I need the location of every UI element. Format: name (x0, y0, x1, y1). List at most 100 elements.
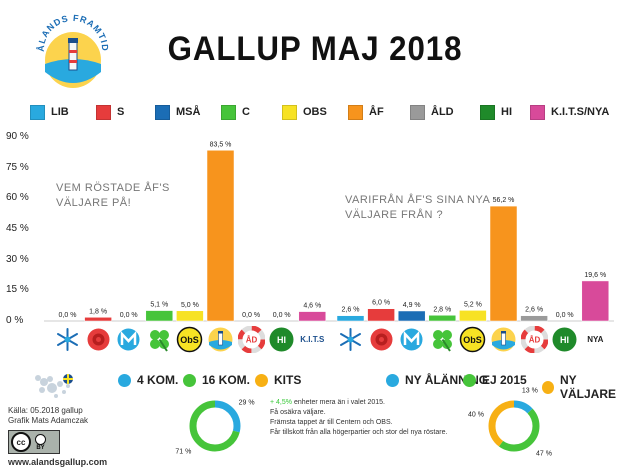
legend-label: S (117, 106, 125, 118)
website-link[interactable]: www.alandsgallup.com (8, 457, 108, 467)
brand-logo: ÅLANDS FRAMTID (34, 13, 112, 94)
legend-swatch (410, 104, 425, 120)
bar-2-NYA (581, 280, 610, 322)
bar-1-C (145, 310, 174, 322)
legend-swatch (221, 104, 236, 120)
y-tick-label: 90 % (6, 131, 29, 142)
legend-dot (118, 373, 131, 387)
bar-value-label: 0,0 % (120, 312, 138, 319)
source-line: Källa: 05.2018 gallup (8, 406, 83, 415)
bar-value-label: 19,6 % (584, 272, 606, 279)
svg-text:HI: HI (277, 335, 286, 345)
lighthouse-icon (207, 326, 234, 353)
legend-swatch (480, 104, 495, 120)
donut-legend-label: EJ 2015 (482, 373, 527, 387)
ald-lifebuoy-icon: ÅD (237, 325, 266, 354)
legend-label: MSÅ (176, 106, 201, 118)
bar-1-ÅF (206, 150, 235, 322)
donut-legend-label: 16 KOM. (202, 373, 251, 387)
y-tick-label: 15 % (6, 284, 29, 296)
donut-legend-item: 4 KOM. (118, 373, 178, 387)
legend-swatch (30, 104, 45, 120)
nya-label: NYA (587, 335, 604, 344)
clover-icon (146, 326, 173, 353)
y-tick-label: 30 % (6, 253, 29, 265)
snowflake-icon (54, 326, 81, 353)
bar-1-OBS (176, 310, 204, 322)
annotation-left: VEM RÖSTADE ÅF'S VÄLJARE PÅ! (56, 181, 170, 211)
bar-value-label: 6,0 % (372, 300, 390, 307)
snowflake-icon (337, 326, 364, 353)
bar-value-label: 5,1 % (150, 302, 168, 309)
bar-2-S (367, 308, 395, 322)
legend-item-3: C (221, 104, 250, 120)
bar-value-label: 2,6 % (525, 307, 543, 314)
bar-value-label: 0,0 % (59, 312, 77, 319)
moderat-m-icon (398, 326, 425, 353)
bar-value-label: 5,0 % (181, 302, 199, 309)
legend-swatch (348, 104, 363, 120)
bar-value-label: 1,8 % (89, 308, 107, 315)
bar-1-K.I.T.S (298, 311, 327, 322)
info-line-2: Få osäkra väljare. (270, 409, 326, 416)
legend-item-0: LIB (30, 104, 69, 120)
clover-icon (429, 326, 456, 353)
bar-2-LIB (336, 315, 365, 322)
cc-icon: cc (11, 432, 31, 452)
donut-legend-item: NY VÄLJARE (542, 373, 630, 401)
bar-2-ÅF (489, 205, 518, 322)
donut-legend-item: 16 KOM. (183, 373, 250, 387)
y-tick-label: 60 % (6, 192, 29, 204)
legend-label: OBS (303, 106, 327, 118)
ald-lifebuoy-icon: ÅD (520, 325, 549, 354)
bar-value-label: 2,8 % (433, 306, 451, 313)
legend-label: LIB (51, 106, 69, 118)
aland-map-icon (30, 370, 76, 402)
legend-item-6: ÅLD (410, 104, 454, 120)
legend-dot (463, 373, 476, 387)
bar-value-label: 5,2 % (464, 301, 482, 308)
chart-title: GALLUP MAJ 2018 (167, 30, 463, 68)
source-notes: Källa: 05.2018 gallup Grafik Mats Adamcz… (8, 406, 88, 426)
legend-dot (386, 373, 399, 387)
rose-icon (85, 326, 112, 353)
donut-legend-label: KITS (274, 373, 302, 387)
bar-value-label: 0,0 % (273, 312, 291, 319)
attribution-icon (35, 433, 46, 445)
annotation-right-line-1: VARIFRÅN ÅF'S SINA NYA (345, 194, 491, 206)
info-text: + 4,5% enheter mera än i valet 2015. Få … (270, 398, 470, 438)
legend-dot (542, 380, 554, 394)
legend-item-2: MSÅ (155, 104, 200, 120)
bar-2-C (428, 315, 457, 322)
cc-by-badge: cc BY (8, 430, 60, 454)
info-line-3: Främsta tappet är till Centern och OBS. (270, 419, 393, 426)
svg-text:ÅD: ÅD (245, 336, 257, 345)
donut-legend-item: EJ 2015 (463, 373, 527, 387)
legend-item-8: K.I.T.S/NYA (530, 104, 609, 120)
bar-2-ÅLD (520, 315, 548, 322)
annotation-left-line-1: VEM RÖSTADE ÅF'S (56, 182, 170, 194)
donut-legend-item: KITS (255, 373, 301, 387)
graphic-credit: Grafik Mats Adamczak (8, 416, 89, 425)
info-plus: + 4,5% (270, 399, 292, 406)
legend-swatch (282, 104, 297, 120)
annotation-right-line-2: VÄLJARE FRÅN ? (345, 209, 444, 221)
legend-item-4: OBS (282, 104, 327, 120)
lighthouse-icon (490, 326, 517, 353)
bar-value-label: 0,0 % (556, 312, 574, 319)
rose-icon (368, 326, 395, 353)
legend-item-7: HI (480, 104, 512, 120)
svg-text:ObS: ObS (464, 335, 483, 345)
bar-value-label: 2,6 % (342, 307, 360, 314)
bar-1-S (84, 317, 112, 322)
legend-label: HI (501, 106, 512, 118)
svg-text:HI: HI (560, 335, 569, 345)
legend-item-1: S (96, 104, 124, 120)
kits-label: K.I.T.S (300, 335, 325, 344)
moderat-m-icon (115, 326, 142, 353)
annotation-left-line-2: VÄLJARE PÅ! (56, 197, 132, 209)
legend-swatch (96, 104, 111, 120)
legend-dot (255, 373, 268, 387)
annotation-right: VARIFRÅN ÅF'S SINA NYA VÄLJARE FRÅN ? (345, 193, 490, 223)
